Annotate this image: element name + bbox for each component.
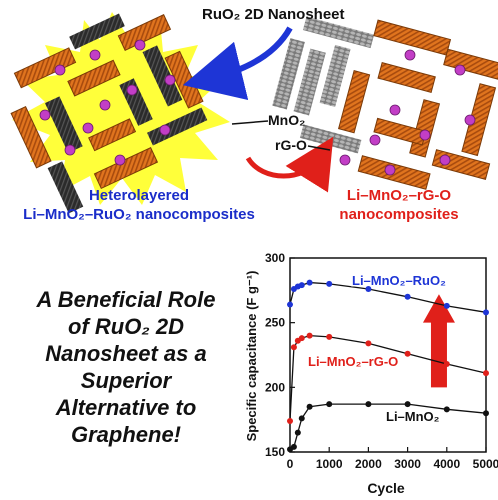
x-tick-label: 1000 <box>316 457 343 471</box>
series-label: Li–MnO₂ <box>386 409 440 424</box>
heterolayered-cluster <box>10 13 208 214</box>
data-point <box>365 340 372 347</box>
axis-ticks: 0 1000 2000 3000 4000 5000 150 200 250 300 <box>265 251 498 471</box>
caption-right-line1: Li–MnO₂–rG-O <box>346 187 452 204</box>
x-tick-label: 0 <box>287 457 294 471</box>
y-tick-label: 300 <box>265 251 285 265</box>
x-tick-label: 4000 <box>433 457 460 471</box>
series-line <box>289 334 487 421</box>
blue-arrow <box>182 26 293 101</box>
data-point <box>443 361 450 368</box>
data-point <box>298 415 305 422</box>
data-point <box>483 309 489 316</box>
data-point <box>287 417 293 424</box>
x-tick-label: 2000 <box>355 457 382 471</box>
x-axis-label: Cycle <box>367 480 405 496</box>
series-line <box>289 403 487 450</box>
caption-heterolayered: Heterolayered Li–MnO₂–RuO₂ nanocomposite… <box>0 186 278 224</box>
x-tick-label: 3000 <box>394 457 421 471</box>
data-point <box>483 370 489 377</box>
series-labels: Li–MnO₂–RuO₂ Li–MnO₂–rG-O Li–MnO₂ <box>307 272 448 426</box>
y-axis-label: Specific capacitance (F g⁻¹) <box>244 271 259 442</box>
rgo-cluster <box>272 16 498 190</box>
mno2-pointer <box>231 120 269 125</box>
y-tick-label: 200 <box>265 380 285 394</box>
series-group <box>287 279 489 453</box>
data-point <box>326 280 333 287</box>
tagline-line: of RuO₂ 2D <box>68 314 184 339</box>
red-arrow <box>245 136 334 193</box>
data-point <box>404 350 411 357</box>
series-label: Li–MnO₂–RuO₂ <box>352 273 446 288</box>
data-point <box>306 403 313 410</box>
caption-left-line2: Li–MnO₂–RuO₂ nanocomposites <box>23 206 255 223</box>
capacitance-chart: 0 1000 2000 3000 4000 5000 150 200 250 300 Li–MnO… <box>244 251 498 496</box>
data-point <box>326 333 333 340</box>
data-point <box>294 429 301 436</box>
label-rgo: rG-O <box>275 137 307 153</box>
y-tick-label: 150 <box>265 445 285 459</box>
data-point <box>443 302 450 309</box>
data-point <box>306 332 313 339</box>
caption-left-line1: Heterolayered <box>88 187 190 204</box>
data-point <box>306 279 313 286</box>
tagline: A Beneficial Role of RuO₂ 2D Nanosheet a… <box>6 286 246 448</box>
data-point <box>365 401 372 408</box>
rgo-pointer <box>307 145 331 151</box>
data-point <box>443 406 450 413</box>
tagline-line: Superior <box>80 368 172 393</box>
data-point <box>365 286 372 293</box>
data-point <box>404 293 411 300</box>
label-mno2: MnO₂ <box>268 112 306 128</box>
data-point <box>326 401 333 408</box>
data-point <box>298 335 305 342</box>
data-point <box>404 401 411 408</box>
tagline-line: Graphene! <box>70 422 182 447</box>
plot-border <box>289 257 487 453</box>
label-ruo2-nanosheet: RuO₂ 2D Nanosheet <box>202 6 345 23</box>
improvement-arrow <box>422 294 455 388</box>
series-label: Li–MnO₂–rG-O <box>308 354 398 369</box>
tagline-line: A Beneficial Role <box>36 287 216 312</box>
caption-right-line2: nanocomposites <box>339 206 459 223</box>
data-point <box>290 443 297 450</box>
caption-rgo-composite: Li–MnO₂–rG-O nanocomposites <box>300 186 498 224</box>
schematic-illustration <box>10 12 498 214</box>
data-point <box>298 282 305 289</box>
x-tick-label: 5000 <box>473 457 498 471</box>
data-point <box>290 344 297 351</box>
y-tick-label: 250 <box>265 316 285 330</box>
data-point <box>483 410 489 417</box>
tagline-line: Nanosheet as a <box>45 341 207 366</box>
tagline-line: Alternative to <box>55 395 197 420</box>
data-point <box>287 301 293 308</box>
plot-frame <box>289 257 487 453</box>
